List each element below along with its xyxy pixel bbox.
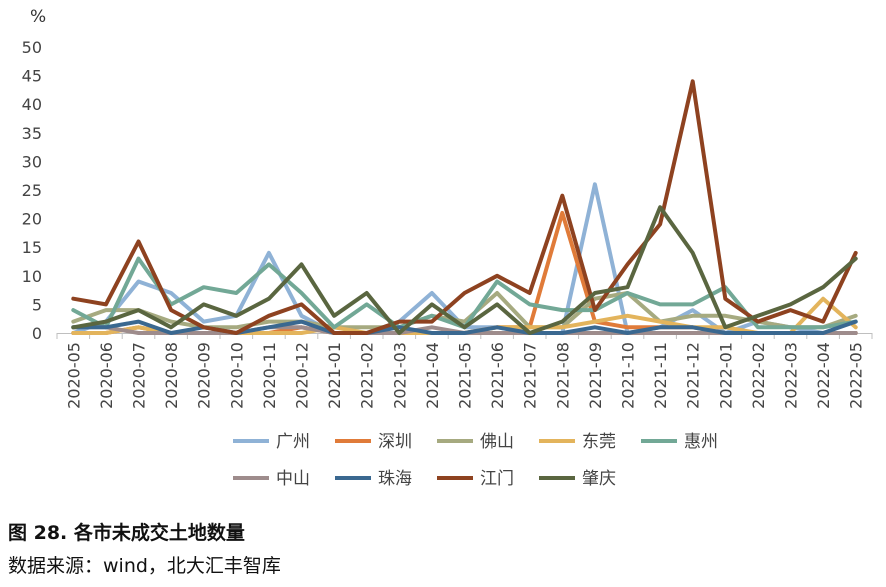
legend-label: 珠海 — [378, 469, 412, 489]
x-tick-label: 2020-08 — [162, 342, 181, 409]
x-tick-label: 2021-06 — [488, 342, 507, 409]
x-tick-label: 2021-02 — [358, 342, 377, 409]
x-tick-label: 2020-10 — [227, 342, 246, 409]
y-unit-label: % — [30, 7, 46, 27]
legend-label: 肇庆 — [582, 469, 616, 489]
legend-item: 广州 — [233, 432, 310, 452]
y-tick-label: 35 — [22, 124, 42, 143]
y-tick-label: 25 — [22, 181, 42, 200]
legend-item: 佛山 — [437, 432, 514, 452]
legend-item: 东莞 — [539, 432, 616, 452]
y-tick-label: 10 — [22, 267, 42, 286]
legend-item: 肇庆 — [539, 469, 616, 489]
x-tick-label: 2020-06 — [97, 342, 116, 409]
legend-label: 深圳 — [378, 432, 412, 452]
x-tick-label: 2020-11 — [260, 342, 279, 409]
legend-label: 惠州 — [684, 432, 718, 452]
x-tick-label: 2021-03 — [390, 342, 409, 409]
legend-label: 江门 — [480, 469, 514, 489]
x-tick-label: 2022-02 — [749, 342, 768, 409]
legend-item: 深圳 — [335, 432, 412, 452]
x-tick-label: 2021-01 — [325, 342, 344, 409]
y-tick-label: 15 — [22, 238, 42, 257]
line-chart: % 0 5 10 15 20 25 30 35 40 45 50 2020-05 2020-06 202… — [22, 7, 873, 489]
y-tick-label: 5 — [32, 295, 42, 314]
y-tick-label: 0 — [32, 324, 42, 343]
x-tick-label: 2022-04 — [814, 342, 833, 409]
x-tick-label: 2021-04 — [423, 342, 442, 409]
x-tick-label: 2020-12 — [293, 342, 312, 409]
y-tick-label: 30 — [22, 152, 42, 171]
legend-item: 珠海 — [335, 469, 412, 489]
x-tick-label: 2020-09 — [195, 342, 214, 409]
x-tick-label: 2022-05 — [847, 342, 866, 409]
legend-label: 佛山 — [480, 432, 514, 452]
series-line — [71, 79, 858, 335]
legend-label: 广州 — [276, 432, 310, 452]
y-tick-label: 20 — [22, 210, 42, 229]
x-tick-label: 2022-01 — [716, 342, 735, 409]
x-tick-label: 2021-12 — [684, 342, 703, 409]
x-tick-label: 2022-03 — [782, 342, 801, 409]
x-tick-label: 2021-09 — [586, 342, 605, 409]
y-tick-label: 50 — [22, 38, 42, 57]
x-tick-label: 2021-10 — [619, 342, 638, 409]
x-tick-label: 2021-07 — [521, 342, 540, 409]
legend-label: 中山 — [276, 469, 310, 489]
figure-caption: 图 28. 各市未成交土地数量 — [8, 522, 245, 544]
x-tick-label: 2021-05 — [456, 342, 475, 409]
figure-source: 数据来源：wind，北大汇丰智库 — [8, 555, 281, 577]
legend-item: 惠州 — [641, 432, 718, 452]
x-tick-label: 2021-08 — [553, 342, 572, 409]
x-tick-label: 2020-07 — [130, 342, 149, 409]
series-line — [71, 182, 858, 335]
legend-label: 东莞 — [582, 432, 616, 452]
legend-item: 中山 — [233, 469, 310, 489]
x-tick-label: 2020-05 — [64, 342, 83, 409]
y-tick-label: 40 — [22, 95, 42, 114]
series-line — [71, 205, 858, 335]
y-tick-label: 45 — [22, 67, 42, 86]
x-tick-label: 2021-11 — [651, 342, 670, 409]
legend-item: 江门 — [437, 469, 514, 489]
